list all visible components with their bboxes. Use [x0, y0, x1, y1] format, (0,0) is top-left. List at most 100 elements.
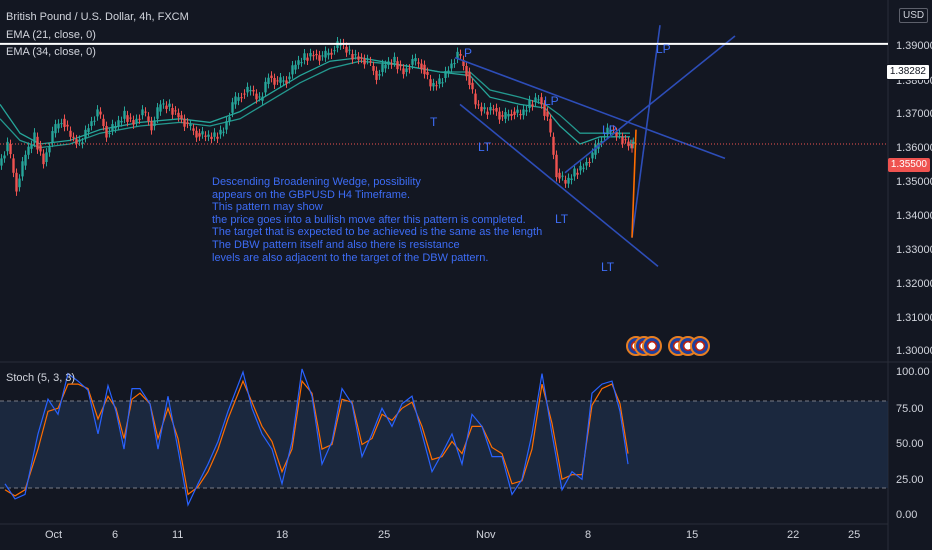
candle-body	[141, 109, 144, 116]
wave-label-lt[interactable]: LT	[478, 140, 492, 154]
candle-body	[612, 129, 615, 131]
wave-label-lt[interactable]: LT	[601, 260, 615, 274]
candle-body	[189, 124, 192, 126]
us-flag-icon[interactable]	[642, 336, 662, 356]
candle-body	[414, 58, 417, 62]
candle-body	[453, 63, 456, 65]
candle-body	[33, 132, 36, 143]
candle-body	[36, 136, 39, 150]
candle-body	[378, 74, 381, 76]
candle-body	[270, 75, 273, 78]
candle-body	[69, 130, 72, 137]
pattern-annotation[interactable]: Descending Broadening Wedge, possibility…	[212, 176, 542, 264]
candle-body	[198, 133, 201, 137]
candle-body	[30, 144, 33, 149]
wedge-trendline	[454, 56, 726, 160]
candle-body	[225, 121, 228, 130]
candle-body	[18, 178, 21, 188]
candle-body	[462, 60, 465, 66]
candle-body	[180, 115, 183, 119]
candle-body	[75, 139, 78, 144]
time-tick: 6	[112, 529, 119, 541]
ema21-legend[interactable]: EMA (21, close, 0)	[6, 29, 96, 41]
candle-body	[585, 162, 588, 166]
candle-body	[396, 61, 399, 70]
candle-body	[531, 104, 534, 107]
resistance-price-tag[interactable]: 1.38282	[885, 64, 930, 80]
time-tick: 25	[848, 529, 861, 541]
candle-body	[600, 141, 603, 143]
candle-body	[210, 136, 213, 139]
candle-body	[132, 120, 135, 125]
candle-body	[465, 66, 468, 77]
price-tick: 1.39000	[896, 40, 932, 52]
candle-body	[108, 132, 111, 134]
candle-body	[147, 116, 150, 122]
candle-body	[81, 142, 84, 144]
price-tick: 1.36000	[896, 142, 932, 154]
price-tick: 1.35000	[896, 176, 932, 188]
candle-body	[159, 104, 162, 112]
current-price-tag[interactable]: 1.35500	[887, 158, 930, 172]
drawings-group[interactable]	[454, 25, 736, 268]
candle-body	[441, 82, 444, 84]
candle-body	[507, 114, 510, 117]
candle-body	[129, 117, 132, 119]
candle-body	[330, 52, 333, 55]
candle-body	[618, 132, 621, 135]
candle-body	[435, 85, 438, 87]
candle-body	[591, 152, 594, 159]
stoch-tick: 25.00	[896, 474, 924, 486]
time-tick: 22	[787, 529, 800, 541]
candle-body	[171, 108, 174, 115]
candle-body	[351, 54, 354, 60]
candle-body	[27, 146, 30, 155]
ema-group	[0, 56, 630, 149]
time-tick: Oct	[45, 529, 63, 541]
candle-body	[312, 55, 315, 57]
wave-label-lp[interactable]: LP	[544, 94, 559, 108]
annotation-line: the price goes into a bullish move after…	[212, 213, 526, 226]
candle-body	[447, 70, 450, 74]
candle-body	[306, 57, 309, 61]
candle-body	[402, 68, 405, 75]
candle-body	[285, 80, 288, 84]
annotation-line: Descending Broadening Wedge, possibility	[212, 176, 421, 188]
symbol-title[interactable]: British Pound / U.S. Dollar, 4h, FXCM	[6, 11, 189, 23]
currency-badge[interactable]: USD	[899, 8, 929, 23]
wave-label-lp[interactable]: LP	[656, 42, 671, 56]
candle-body	[177, 112, 180, 118]
candle-body	[186, 122, 189, 124]
wave-label-lp[interactable]: LP	[602, 123, 617, 137]
candle-body	[384, 64, 387, 69]
candle-body	[249, 90, 252, 92]
wave-label-lt[interactable]: LT	[555, 212, 569, 226]
wave-label-t[interactable]: T	[430, 115, 438, 129]
candle-body	[150, 121, 153, 131]
candle-body	[204, 135, 207, 137]
candle-body	[201, 131, 204, 135]
price-tick: 1.33000	[896, 244, 932, 256]
candle-body	[492, 109, 495, 111]
candle-body	[297, 60, 300, 65]
candle-body	[93, 120, 96, 122]
candle-body	[543, 104, 546, 116]
us-flag-icon[interactable]	[690, 336, 710, 356]
candle-body	[504, 112, 507, 119]
candle-body	[594, 144, 597, 155]
candle-body	[501, 115, 504, 117]
candle-body	[357, 56, 360, 60]
candle-body	[213, 132, 216, 137]
candle-body	[390, 63, 393, 65]
candle-body	[126, 115, 129, 122]
wave-label-p[interactable]: P	[464, 46, 473, 60]
candle-body	[498, 111, 501, 120]
stoch-title[interactable]: Stoch (5, 3, 3)	[6, 372, 76, 384]
candle-body	[303, 53, 306, 60]
candles-group[interactable]	[0, 36, 635, 196]
candle-body	[174, 110, 177, 112]
ema34-legend[interactable]: EMA (34, close, 0)	[6, 46, 96, 58]
candle-body	[258, 96, 261, 98]
candle-body	[261, 96, 264, 101]
